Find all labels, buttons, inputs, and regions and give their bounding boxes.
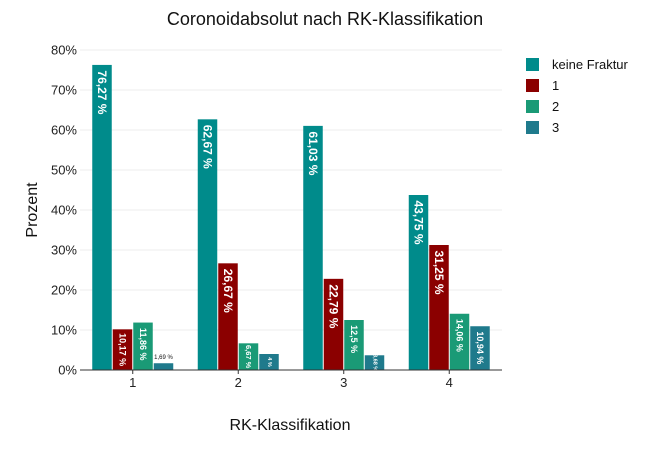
x-tick-label: 1 [129,375,136,390]
y-tick-label: 70% [51,83,77,98]
bar-value-label: 11,86 % [138,328,148,361]
bar-value-label: 14,06 % [455,319,465,352]
y-tick-label: 40% [51,203,77,218]
bar-labels: 76,27 % 10,17 % 11,86 % 1,69 % 62,67 % 26,67 … [95,70,485,371]
x-tick-label: 2 [235,375,242,390]
x-tick-label: 3 [340,375,347,390]
y-tick-label: 60% [51,123,77,138]
bar [470,326,490,370]
legend-swatch [526,79,539,92]
legend-swatch [526,121,539,134]
bar [344,320,364,370]
bar-value-label: 26,67 % [221,269,235,313]
bar [303,125,323,370]
bar-value-label: 43,75 % [412,200,426,244]
bar [218,263,238,370]
y-tick-label: 50% [51,163,77,178]
bar-value-label: 3,68 % [372,354,378,371]
legend-swatch [526,100,539,113]
bar [197,119,218,370]
bar-value-label: 6,67 % [244,345,253,369]
bar-value-label: 31,25 % [432,250,446,294]
bar [323,278,344,370]
bar [364,355,385,370]
bar-value-label: 76,27 % [95,70,109,114]
chart-title: Coronoidabsolut nach RK-Klassifikation [167,9,483,29]
bar [238,343,259,370]
legend: keine Fraktur 1 2 3 [526,57,629,135]
legend-swatch [526,58,539,71]
bar [259,354,279,370]
legend-label: 1 [552,78,559,93]
legend-label: 2 [552,99,559,114]
bar [408,195,429,370]
bar [112,329,133,370]
y-axis-title: Prozent [24,182,41,238]
legend-label: 3 [552,120,559,135]
bar-value-label: 22,79 % [327,284,341,328]
x-tick-label: 4 [446,375,453,390]
bar-value-label: 62,67 % [201,125,215,169]
y-tick-label: 0% [58,363,77,378]
bar-value-label: 61,03 % [306,131,320,175]
y-tick-label: 30% [51,243,77,258]
bars [92,64,490,371]
bar [153,363,174,370]
y-tick-label: 10% [51,323,77,338]
bar [449,313,470,370]
axes: 0% 10% 20% 30% 40% 50% 60% 70% 80% 1 2 3 4 [51,43,502,390]
y-tick-label: 80% [51,43,77,58]
bar [133,322,153,370]
bar-value-label: 4 % [266,357,272,367]
grid-lines [80,49,502,331]
y-tick-label: 20% [51,283,77,298]
bar [429,245,449,370]
x-axis-title: RK-Klassifikation [230,417,351,434]
bar [92,64,112,371]
legend-label: keine Fraktur [552,57,629,72]
bar-value-label: 10,17 % [118,333,128,366]
bar-value-label: 12,5 % [349,325,359,353]
bar-value-label: 10,94 % [475,331,485,364]
bar-value-label: 1,69 % [154,355,173,361]
